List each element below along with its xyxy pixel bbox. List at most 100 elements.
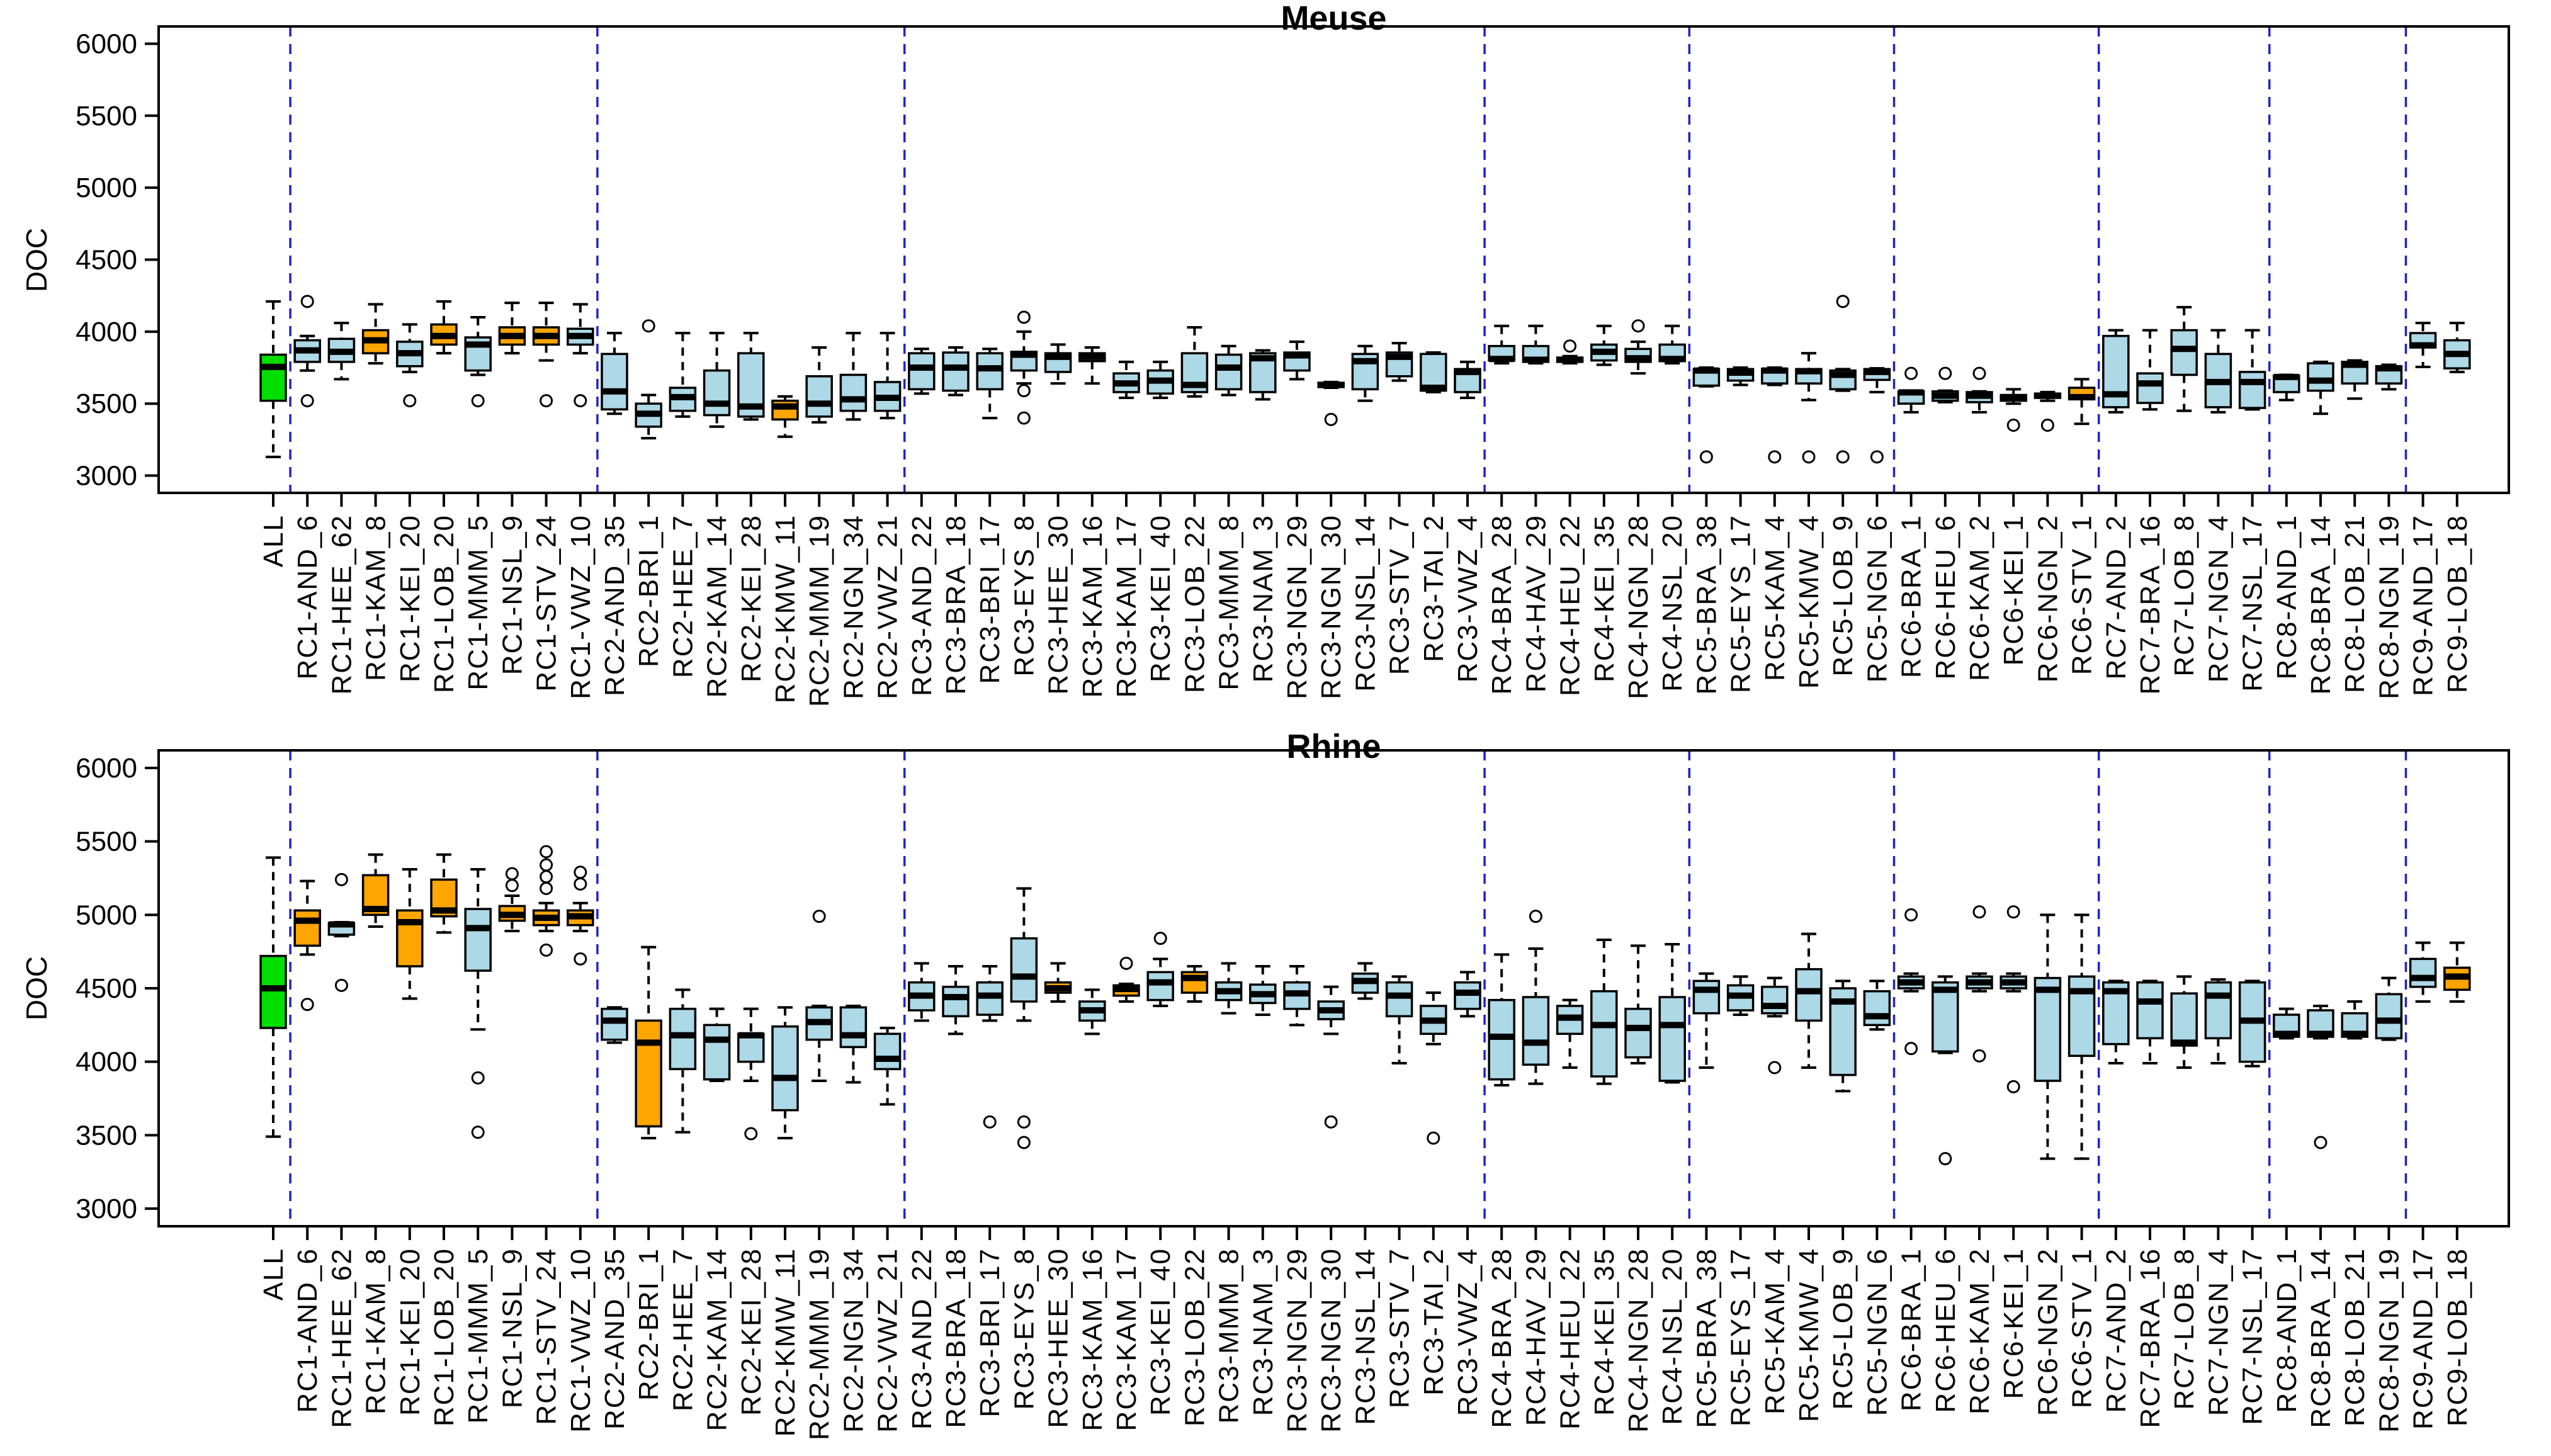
iqr-box <box>1795 968 1823 1022</box>
x-tick-label: RC7-AND_2 <box>2101 514 2132 680</box>
outlier-point <box>1870 450 1884 464</box>
iqr-box <box>293 909 321 947</box>
outlier-point <box>505 867 519 881</box>
iqr-box <box>771 1025 799 1112</box>
iqr-box <box>1146 971 1174 1002</box>
x-tick-label: RC2-MMM_19 <box>804 514 835 707</box>
x-tick-label: RC7-AND_2 <box>2101 1248 2132 1413</box>
box-RC5-NGN_6 <box>1863 367 1891 464</box>
box-RC5-BRA_38 <box>1692 366 1721 464</box>
x-tick-label: RC3-KEI_40 <box>1145 514 1176 682</box>
box-RC5-KAM_4 <box>1761 976 1789 1075</box>
x-tick-label: RC5-BRA_38 <box>1691 1248 1722 1428</box>
box-RC4-HEU_22 <box>1556 339 1584 365</box>
box-RC3-MMM_8 <box>1214 344 1243 397</box>
box-RC2-NGN_34 <box>839 332 868 421</box>
box-RC1-HEE_62 <box>327 872 356 992</box>
x-tick-label: RC6-BRA_1 <box>1896 514 1927 678</box>
iqr-box <box>1692 979 1721 1015</box>
box-RC1-STV_24 <box>532 302 560 408</box>
box-RC3-KAM_16 <box>1078 988 1106 1036</box>
box-RC4-HEU_22 <box>1556 998 1584 1069</box>
box-RC7-BRA_16 <box>2136 329 2164 411</box>
x-tick-label: RC7-NSL_17 <box>2237 1248 2268 1425</box>
x-tick-label: RC1-AND_6 <box>292 514 323 680</box>
box-RC5-LOB_9 <box>1829 295 1857 464</box>
box-RC1-KAM_8 <box>361 303 390 365</box>
x-tick-label: RC2-KMW_11 <box>770 514 801 703</box>
x-tick-label: RC5-NGN_6 <box>1862 514 1892 682</box>
x-tick-label: RC3-EYS_8 <box>1009 514 1039 677</box>
rhine-title: Rhine <box>1286 728 1381 765</box>
box-RC3-BRI_17 <box>976 347 1004 420</box>
x-tick-label: RC7-NGN_4 <box>2203 1248 2234 1416</box>
x-tick-label: RC7-LOB_8 <box>2169 1248 2200 1410</box>
iqr-box <box>2238 371 2266 409</box>
box-RC3-NGN_29 <box>1283 965 1311 1027</box>
outlier-point <box>812 910 826 923</box>
meuse-title: Meuse <box>1281 0 1387 37</box>
iqr-box <box>805 375 833 418</box>
box-RC3-STV_7 <box>1385 342 1413 382</box>
iqr-box <box>703 1024 731 1081</box>
box-RC3-TAI_2 <box>1420 351 1447 393</box>
iqr-box <box>2136 372 2164 404</box>
x-tick-label: RC3-AND_22 <box>907 514 937 696</box>
x-tick-label: RC3-EYS_8 <box>1009 1248 1039 1410</box>
box-RC3-AND_22 <box>908 962 936 1022</box>
outlier-point <box>1427 1131 1440 1145</box>
x-tick-label: RC2-HEE_7 <box>667 1248 698 1411</box>
x-tick-label: RC9-AND_17 <box>2408 514 2439 696</box>
x-tick-label: RC3-NSL_14 <box>1350 1248 1381 1425</box>
x-tick-label: RC5-KAM_4 <box>1760 1248 1790 1414</box>
box-RC4-HAV_29 <box>1522 324 1550 365</box>
x-tick-label: RC1-STV_24 <box>531 1248 562 1425</box>
box-RC3-NGN_30 <box>1317 380 1345 426</box>
box-RC1-NSL_9 <box>498 867 526 932</box>
x-tick-label: RC6-KEI_1 <box>1998 1248 2029 1399</box>
iqr-box <box>1522 996 1550 1066</box>
iqr-box <box>2170 992 2198 1047</box>
box-RC1-MMM_5 <box>464 315 492 408</box>
x-tick-label: RC4-NGN_28 <box>1623 1248 1654 1433</box>
box-RC4-NGN_28 <box>1624 944 1652 1064</box>
outlier-point <box>1768 450 1782 464</box>
outlier-point <box>540 943 553 957</box>
box-RC8-LOB_21 <box>2341 359 2368 400</box>
box-RC2-HEE_7 <box>669 988 697 1134</box>
box-RC1-NSL_9 <box>498 302 526 355</box>
box-RC6-NGN_2 <box>2033 913 2062 1160</box>
box-RC6-NGN_2 <box>2033 390 2062 432</box>
outlier-point <box>334 872 348 886</box>
box-RC1-LOB_20 <box>430 853 458 934</box>
outlier-point <box>300 394 314 408</box>
box-RC2-BRI_1 <box>635 319 662 440</box>
x-tick-label: ALL <box>258 1248 289 1301</box>
box-RC5-KMW_4 <box>1795 352 1823 464</box>
iqr-box <box>1214 353 1243 391</box>
y-tick-label: 4000 <box>76 1047 137 1078</box>
x-tick-label: RC4-NSL_20 <box>1657 514 1688 692</box>
y-tick-label: 3500 <box>76 1120 137 1151</box>
x-tick-label: RC7-NGN_4 <box>2203 514 2234 682</box>
iqr-box <box>1863 990 1891 1027</box>
box-RC2-HEE_7 <box>669 332 697 418</box>
box-RC3-BRI_17 <box>976 965 1004 1129</box>
x-tick-label: RC4-HAV_29 <box>1520 514 1551 692</box>
box-RC7-NSL_17 <box>2238 979 2266 1068</box>
box-RC9-LOB_18 <box>2443 322 2471 373</box>
x-tick-label: RC3-BRA_18 <box>941 514 971 695</box>
x-tick-label: RC2-HEE_7 <box>667 514 698 678</box>
x-tick-label: RC3-BRI_17 <box>975 1248 1005 1417</box>
box-RC2-KMW_11 <box>771 395 799 438</box>
outlier-point <box>334 978 348 992</box>
box-RC3-KAM_17 <box>1112 956 1140 1003</box>
outlier-point <box>1904 1042 1918 1056</box>
x-tick-label: RC6-NGN_2 <box>2032 1248 2063 1416</box>
x-tick-label: RC3-NGN_30 <box>1316 1248 1347 1433</box>
x-tick-label: RC3-LOB_22 <box>1179 514 1210 693</box>
outlier-point <box>744 1127 758 1141</box>
box-RC4-HAV_29 <box>1522 910 1550 1085</box>
x-tick-label: RC3-MMM_8 <box>1214 514 1245 691</box>
box-RC8-NGN_19 <box>2375 976 2403 1041</box>
